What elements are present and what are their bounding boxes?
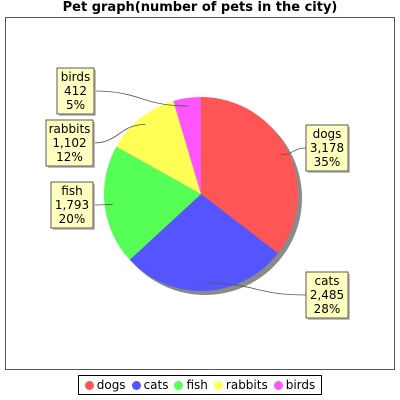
legend-item-dogs: dogs	[84, 378, 126, 392]
data-label-box	[56, 67, 95, 115]
data-label-value: 412	[64, 84, 87, 98]
legend: dogs cats fish rabbits birds	[78, 375, 322, 395]
legend-swatch	[84, 380, 94, 390]
leader-line-fish	[92, 204, 113, 206]
leader-line-cats	[205, 282, 307, 296]
leader-line-rabbits	[92, 124, 146, 144]
data-label-category: cats	[315, 274, 340, 288]
pie-slice-rabbits	[116, 101, 201, 194]
pie-slice-dogs	[201, 97, 299, 254]
data-label-percent: 12%	[56, 150, 83, 164]
chart-title: Pet graph(number of pets in the city)	[62, 0, 338, 15]
legend-swatch	[131, 380, 141, 390]
data-label-box	[305, 271, 349, 319]
legend-label: dogs	[96, 378, 126, 392]
legend-label: birds	[285, 378, 316, 392]
data-label-category: rabbits	[49, 122, 91, 136]
data-label-percent: 35%	[314, 155, 341, 169]
legend-swatch	[213, 380, 223, 390]
data-label-value: 2,485	[310, 288, 344, 302]
pie-slice-cats	[129, 194, 278, 291]
data-label-value: 3,178	[310, 141, 344, 155]
data-label-box	[305, 124, 349, 172]
pie-slice-birds	[173, 97, 201, 194]
data-label-category: birds	[61, 70, 91, 84]
legend-item-rabbits: rabbits	[213, 378, 268, 392]
legend-swatch	[273, 380, 283, 390]
leader-line-birds	[93, 90, 189, 107]
legend-item-fish: fish	[174, 378, 208, 392]
legend-label: rabbits	[225, 378, 268, 392]
data-label-percent: 28%	[314, 302, 341, 316]
data-label-box	[45, 119, 94, 167]
data-label-box	[50, 181, 94, 229]
data-label-percent: 5%	[66, 98, 85, 112]
legend-label: cats	[143, 378, 169, 392]
leader-line-dogs	[280, 147, 307, 156]
data-label-value: 1,793	[55, 198, 89, 212]
data-label-value: 1,102	[52, 136, 86, 150]
data-label-category: dogs	[313, 127, 342, 141]
legend-item-birds: birds	[273, 378, 316, 392]
legend-swatch	[174, 380, 184, 390]
pie-slice-fish	[104, 146, 201, 260]
legend-label: fish	[186, 378, 208, 392]
data-label-percent: 20%	[59, 212, 86, 226]
data-label-category: fish	[61, 184, 82, 198]
legend-item-cats: cats	[131, 378, 169, 392]
